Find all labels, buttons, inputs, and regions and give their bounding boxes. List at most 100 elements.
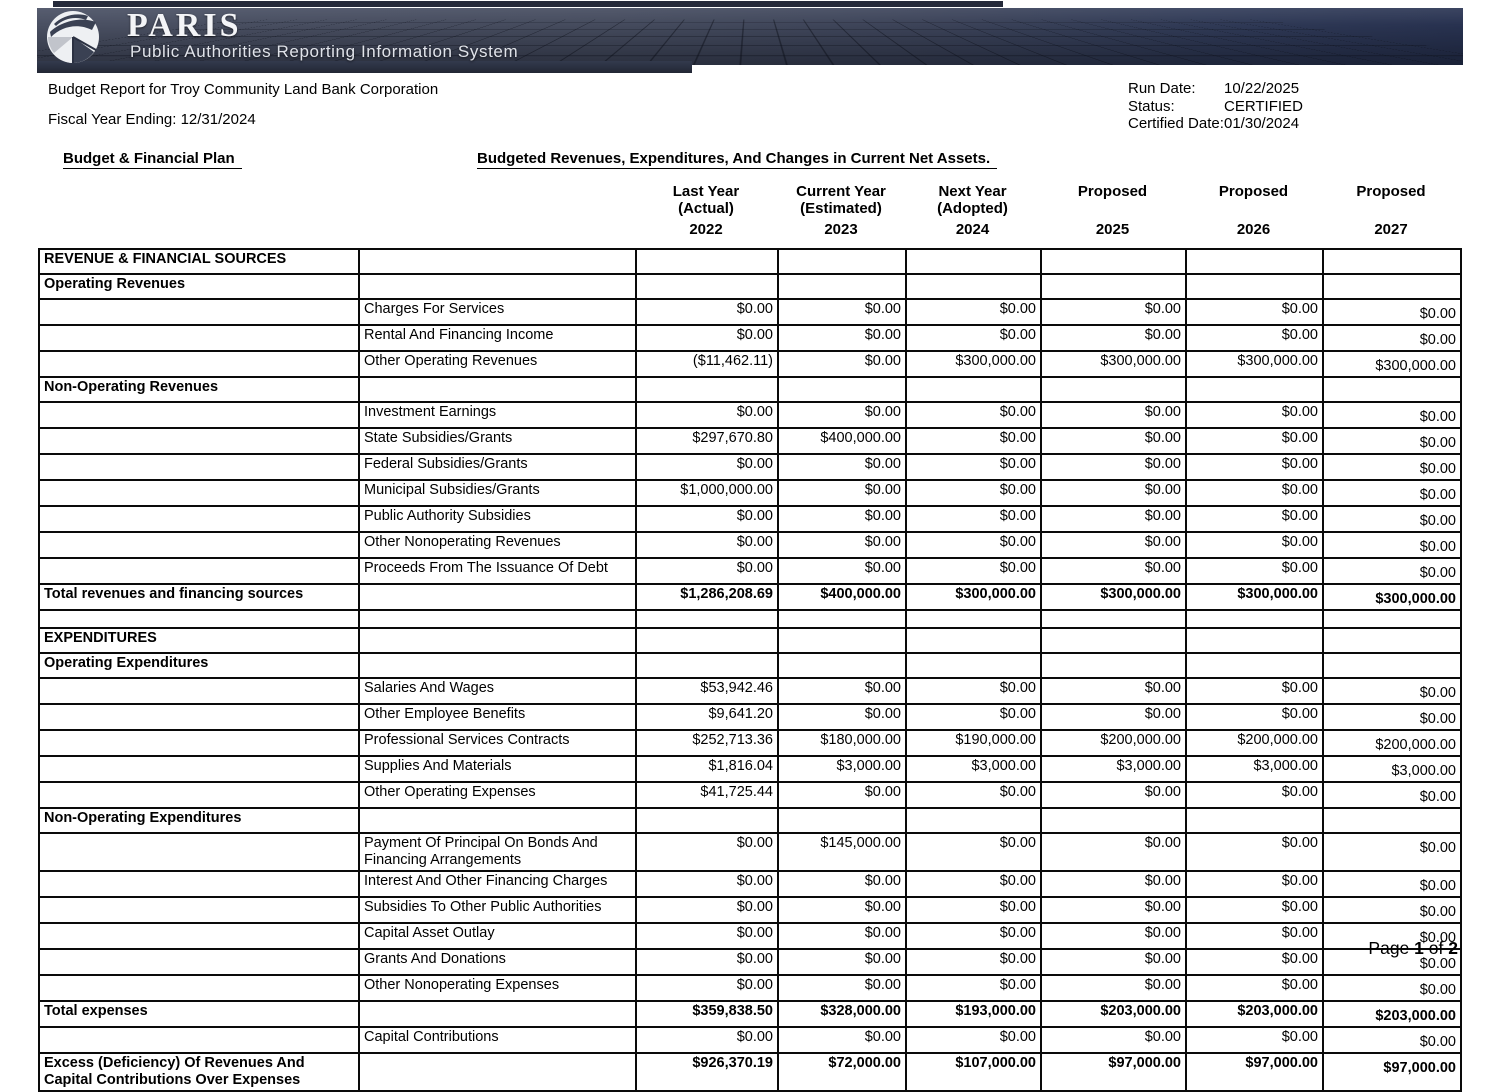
column-header-year: 2022 [689, 221, 723, 238]
table-row: Non-Operating Expenditures [38, 807, 1462, 834]
category-cell [38, 729, 360, 757]
category-cell [38, 609, 360, 629]
table-row: Salaries And Wages $53,942.46 $0.00 $0.00 $0… [38, 677, 1462, 705]
value-cell-2027: $0.00 [1322, 870, 1462, 898]
value-cell-2027 [1322, 627, 1462, 654]
column-header-proposed-2026: Proposed 2026 [1185, 183, 1322, 238]
category-cell [38, 350, 360, 378]
column-header-line2 [1185, 200, 1322, 217]
value-cell-2025: $0.00 [1040, 948, 1187, 976]
category-cell [38, 557, 360, 585]
value-cell-2025: $0.00 [1040, 832, 1187, 872]
value-cell-2023: $180,000.00 [777, 729, 907, 757]
value-cell-2025: $0.00 [1040, 505, 1187, 533]
value-cell-2022: $41,725.44 [635, 781, 779, 809]
category-cell [38, 870, 360, 898]
table-row [38, 609, 1462, 629]
table-row: Other Employee Benefits $9,641.20 $0.00 $0.… [38, 703, 1462, 731]
value-cell-2027: $0.00 [1322, 401, 1462, 429]
line-item-cell: Salaries And Wages [358, 677, 637, 705]
value-cell-2024: $300,000.00 [905, 350, 1042, 378]
line-item-cell [358, 1000, 637, 1028]
status-label: Status: [1128, 97, 1175, 115]
budget-table-body: REVENUE & FINANCIAL SOURCES Operating Rev… [38, 248, 1462, 1092]
column-header-current-year: Current Year (Estimated) 2023 [777, 183, 905, 238]
line-item-cell: Other Operating Revenues [358, 350, 637, 378]
run-date-value: 10/22/2025 [1224, 80, 1300, 97]
value-cell-2026: $0.00 [1185, 948, 1324, 976]
value-cell-2022 [635, 248, 779, 275]
table-row: Excess (Deficiency) Of Revenues And Capi… [38, 1052, 1462, 1092]
category-cell [38, 703, 360, 731]
category-cell [38, 922, 360, 950]
table-row: Public Authority Subsidies $0.00 $0.00 $0.0… [38, 505, 1462, 533]
value-cell-2022 [635, 652, 779, 679]
value-cell-2027: $0.00 [1322, 1026, 1462, 1054]
category-cell: Non-Operating Revenues [38, 376, 360, 403]
value-cell-2027: $0.00 [1322, 427, 1462, 455]
value-cell-2023: $400,000.00 [777, 583, 907, 611]
table-row: Operating Expenditures [38, 652, 1462, 679]
category-cell [38, 832, 360, 872]
app-subtitle: Public Authorities Reporting Information… [130, 42, 519, 61]
value-cell-2023: $3,000.00 [777, 755, 907, 783]
category-cell [38, 896, 360, 924]
value-cell-2025: $0.00 [1040, 324, 1187, 352]
column-headers: Last Year (Actual) 2022 Current Year (Es… [38, 183, 1460, 238]
value-cell-2027: $0.00 [1322, 479, 1462, 507]
value-cell-2022: $0.00 [635, 401, 779, 429]
value-cell-2023: $0.00 [777, 531, 907, 559]
value-cell-2026 [1185, 609, 1324, 629]
value-cell-2022: $926,370.19 [635, 1052, 779, 1092]
value-cell-2026: $0.00 [1185, 832, 1324, 872]
category-cell [38, 479, 360, 507]
value-cell-2023 [777, 609, 907, 629]
table-row: Interest And Other Financing Charges $0.0… [38, 870, 1462, 898]
line-item-cell: Proceeds From The Issuance Of Debt [358, 557, 637, 585]
line-item-cell: Municipal Subsidies/Grants [358, 479, 637, 507]
value-cell-2026: $0.00 [1185, 531, 1324, 559]
value-cell-2022: $1,816.04 [635, 755, 779, 783]
value-cell-2022: $0.00 [635, 832, 779, 872]
value-cell-2023: $0.00 [777, 505, 907, 533]
value-cell-2022 [635, 807, 779, 834]
value-cell-2023: $0.00 [777, 298, 907, 326]
value-cell-2027: $0.00 [1322, 298, 1462, 326]
table-row: Non-Operating Revenues [38, 376, 1462, 403]
value-cell-2024: $0.00 [905, 557, 1042, 585]
value-cell-2026: $97,000.00 [1185, 1052, 1324, 1092]
value-cell-2022: $53,942.46 [635, 677, 779, 705]
value-cell-2026: $0.00 [1185, 298, 1324, 326]
value-cell-2025: $97,000.00 [1040, 1052, 1187, 1092]
value-cell-2026: $0.00 [1185, 974, 1324, 1002]
value-cell-2026 [1185, 376, 1324, 403]
value-cell-2026: $0.00 [1185, 896, 1324, 924]
status-row: Status: CERTIFIED [1128, 98, 1303, 116]
certified-date-row: Certified Date: 01/30/2024 [1128, 115, 1303, 133]
table-row: REVENUE & FINANCIAL SOURCES [38, 248, 1462, 275]
value-cell-2025: $0.00 [1040, 427, 1187, 455]
value-cell-2027: $200,000.00 [1322, 729, 1462, 757]
value-cell-2022: $1,000,000.00 [635, 479, 779, 507]
value-cell-2026: $300,000.00 [1185, 350, 1324, 378]
value-cell-2026: $0.00 [1185, 703, 1324, 731]
value-cell-2022: $359,838.50 [635, 1000, 779, 1028]
value-cell-2024: $3,000.00 [905, 755, 1042, 783]
table-row: Charges For Services $0.00 $0.00 $0.00 $0.00… [38, 298, 1462, 326]
value-cell-2027: $0.00 [1322, 677, 1462, 705]
line-item-cell [358, 583, 637, 611]
table-row: Investment Earnings $0.00 $0.00 $0.00 $0.00 $… [38, 401, 1462, 429]
line-item-cell: Interest And Other Financing Charges [358, 870, 637, 898]
value-cell-2024 [905, 627, 1042, 654]
page-number: 1 [1414, 938, 1424, 958]
table-row: Grants And Donations $0.00 $0.00 $0.00 $0.00… [38, 948, 1462, 976]
value-cell-2024: $107,000.00 [905, 1052, 1042, 1092]
line-item-cell: Other Nonoperating Revenues [358, 531, 637, 559]
value-cell-2027: $0.00 [1322, 453, 1462, 481]
value-cell-2023 [777, 627, 907, 654]
value-cell-2023 [777, 248, 907, 275]
value-cell-2022: ($11,462.11) [635, 350, 779, 378]
column-header-line2: (Adopted) [937, 200, 1008, 217]
category-cell [38, 298, 360, 326]
table-row: EXPENDITURES [38, 627, 1462, 654]
